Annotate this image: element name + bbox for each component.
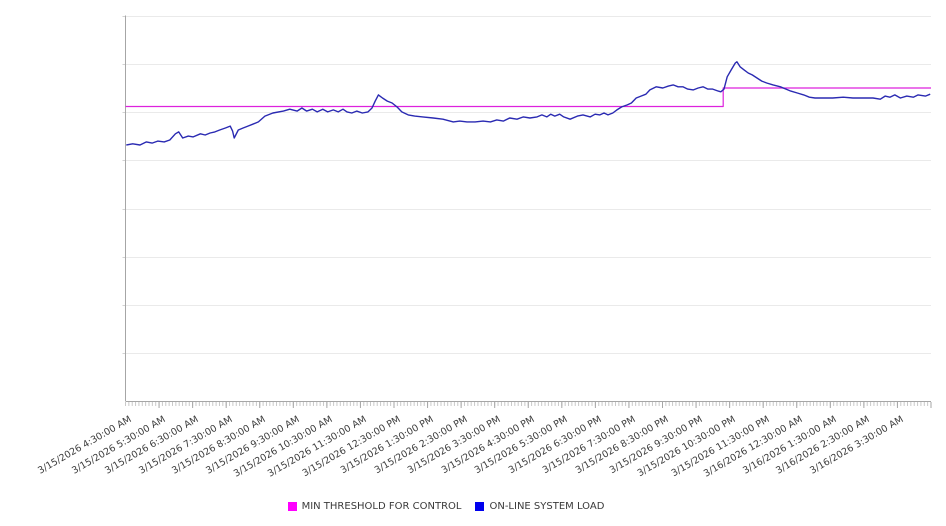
legend-item: ON-LINE SYSTEM LOAD [475, 501, 604, 512]
legend-swatch-icon [287, 502, 297, 511]
legend-label: ON-LINE SYSTEM LOAD [489, 501, 605, 512]
legend-swatch-icon [475, 502, 485, 511]
legend: MIN THRESHOLD FOR CONTROL ON-LINE SYSTEM … [0, 501, 919, 512]
legend-item: MIN THRESHOLD FOR CONTROL [287, 501, 462, 512]
load-line-series [126, 61, 931, 146]
threshold-line-series [125, 87, 931, 108]
legend-label: MIN THRESHOLD FOR CONTROL [301, 501, 462, 512]
